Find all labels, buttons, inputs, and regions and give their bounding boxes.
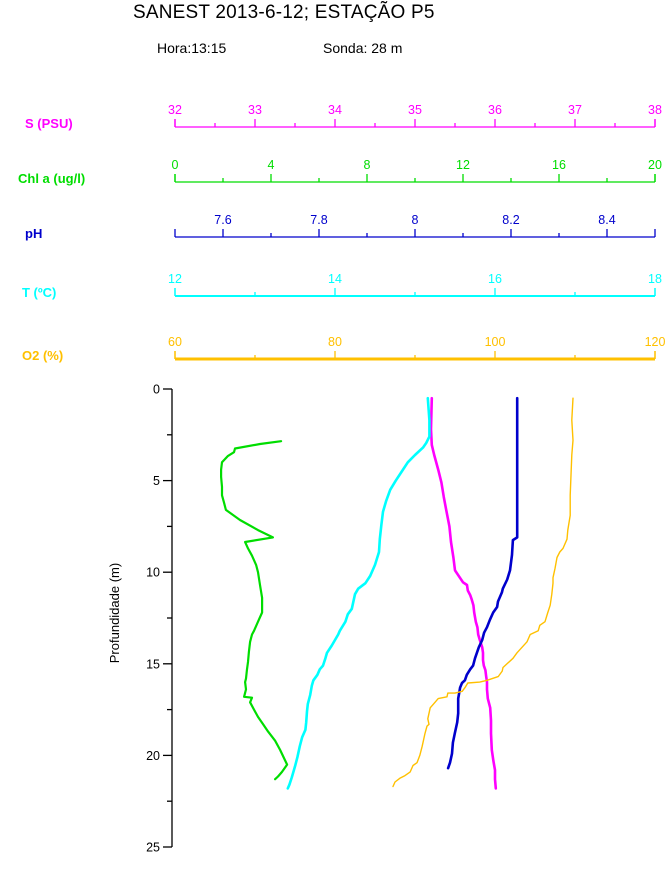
time-label: Hora:13:15 — [157, 40, 227, 56]
axis-label-T: T (ºC) — [22, 285, 57, 300]
axis-tick-label-S: 35 — [408, 103, 422, 117]
axis-tick-label-Chl: 12 — [456, 158, 470, 172]
axis-tick-label-T: 16 — [488, 272, 502, 286]
series-T — [286, 396, 431, 790]
axis-label-O2: O2 (%) — [22, 348, 64, 363]
series-Chl — [220, 440, 289, 781]
depth-tick-label: 0 — [153, 383, 160, 397]
axis-tick-label-Chl: 4 — [268, 158, 275, 172]
axis-tick-label-pH: 7.6 — [214, 213, 231, 227]
axis-tick-label-Chl: 20 — [648, 158, 662, 172]
axis-tick-label-O2: 120 — [645, 335, 666, 349]
axis-tick-label-O2: 60 — [168, 335, 182, 349]
axis-tick-label-T: 18 — [648, 272, 662, 286]
depth-tick-label: 10 — [146, 566, 160, 580]
depth-tick-label: 20 — [146, 749, 160, 763]
axis-tick-label-S: 38 — [648, 103, 662, 117]
axis-tick-label-Chl: 16 — [552, 158, 566, 172]
series-O2 — [392, 397, 574, 788]
axis-tick-label-pH: 8.4 — [598, 213, 615, 227]
axis-label-S: S (PSU) — [25, 116, 73, 131]
axis-tick-label-Chl: 0 — [172, 158, 179, 172]
axis-tick-label-pH: 8.2 — [502, 213, 519, 227]
axis-tick-label-T: 12 — [168, 272, 182, 286]
depth-axis-title: Profundidade (m) — [107, 563, 122, 663]
chart-title: SANEST 2013-6-12; ESTAÇÃO P5 — [133, 2, 435, 23]
depth-tick-label: 15 — [146, 657, 160, 671]
axis-tick-label-S: 37 — [568, 103, 582, 117]
axis-tick-label-T: 14 — [328, 272, 342, 286]
axis-tick-label-S: 32 — [168, 103, 182, 117]
axis-tick-label-O2: 100 — [485, 335, 506, 349]
series-S — [429, 396, 498, 790]
axis-tick-label-pH: 7.8 — [310, 213, 327, 227]
axis-tick-label-Chl: 8 — [364, 158, 371, 172]
axis-tick-label-O2: 80 — [328, 335, 342, 349]
axis-label-Chl: Chl a (ug/l) — [18, 171, 86, 186]
axis-tick-label-S: 33 — [248, 103, 262, 117]
axis-tick-label-S: 36 — [488, 103, 502, 117]
sounding-depth-label: Sonda: 28 m — [323, 40, 403, 56]
axis-tick-label-pH: 8 — [412, 213, 419, 227]
series-pH — [446, 396, 519, 770]
axis-label-pH: pH — [25, 226, 43, 241]
axis-tick-label-S: 34 — [328, 103, 342, 117]
depth-tick-label: 5 — [153, 474, 160, 488]
depth-tick-label: 25 — [146, 841, 160, 855]
